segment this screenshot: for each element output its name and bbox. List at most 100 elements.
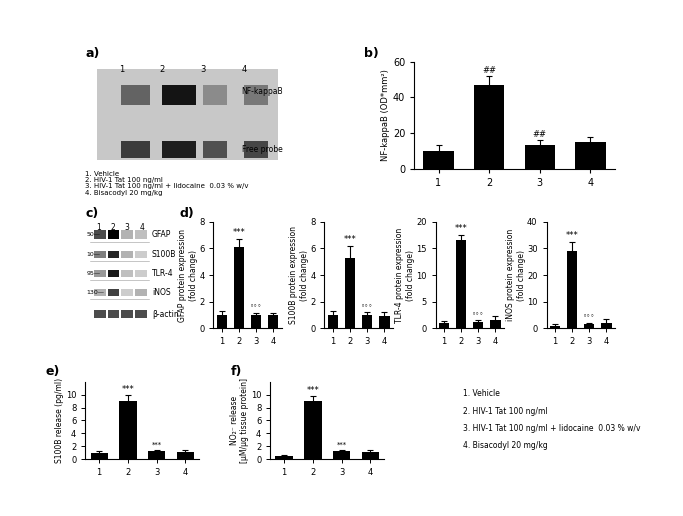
Text: 10—: 10— bbox=[86, 252, 100, 257]
Text: 130—: 130— bbox=[86, 290, 104, 295]
Bar bbox=[333, 452, 350, 459]
Bar bbox=[91, 453, 108, 459]
Text: TLR-4: TLR-4 bbox=[152, 269, 173, 278]
Bar bbox=[423, 151, 454, 169]
Text: ***: *** bbox=[152, 442, 162, 447]
FancyBboxPatch shape bbox=[163, 141, 196, 158]
Text: ◦◦◦: ◦◦◦ bbox=[583, 314, 596, 320]
Text: ##: ## bbox=[482, 66, 496, 75]
Bar bbox=[177, 452, 194, 459]
Text: 2. HIV-1 Tat 100 ng/ml: 2. HIV-1 Tat 100 ng/ml bbox=[85, 177, 163, 183]
Text: Free probe: Free probe bbox=[242, 145, 283, 154]
Text: 3. HIV-1 Tat 100 ng/ml + lidocaine  0.03 % w/v: 3. HIV-1 Tat 100 ng/ml + lidocaine 0.03 … bbox=[85, 184, 249, 189]
Text: ##: ## bbox=[533, 130, 547, 138]
Bar bbox=[567, 251, 577, 328]
Text: 3: 3 bbox=[201, 65, 206, 74]
Bar bbox=[148, 452, 165, 459]
Bar bbox=[217, 315, 227, 328]
FancyBboxPatch shape bbox=[98, 69, 278, 160]
Text: ***: *** bbox=[337, 442, 347, 447]
Bar bbox=[601, 323, 611, 328]
FancyBboxPatch shape bbox=[121, 251, 133, 258]
Bar bbox=[550, 326, 560, 328]
FancyBboxPatch shape bbox=[121, 270, 133, 277]
Bar bbox=[490, 320, 501, 328]
FancyBboxPatch shape bbox=[94, 270, 106, 277]
Y-axis label: S100B protein expression
(fold change): S100B protein expression (fold change) bbox=[290, 226, 309, 324]
Y-axis label: GFAP protein expression
(fold change): GFAP protein expression (fold change) bbox=[178, 229, 197, 321]
Text: 2: 2 bbox=[110, 223, 115, 232]
FancyBboxPatch shape bbox=[121, 230, 133, 239]
Text: ◦◦◦: ◦◦◦ bbox=[361, 303, 374, 309]
Text: 4. Bisacodyl 20 mg/kg: 4. Bisacodyl 20 mg/kg bbox=[463, 441, 548, 449]
Text: 3: 3 bbox=[125, 223, 130, 232]
Text: 3. HIV-1 Tat 100 ng/ml + lidocaine  0.03 % w/v: 3. HIV-1 Tat 100 ng/ml + lidocaine 0.03 … bbox=[463, 424, 641, 432]
FancyBboxPatch shape bbox=[135, 251, 147, 258]
Text: 1. Vehicle: 1. Vehicle bbox=[463, 390, 500, 398]
Bar bbox=[575, 142, 606, 169]
Bar bbox=[268, 315, 279, 328]
Text: ***: *** bbox=[122, 384, 135, 394]
Text: ***: *** bbox=[344, 235, 357, 244]
FancyBboxPatch shape bbox=[107, 310, 120, 318]
Bar bbox=[362, 452, 379, 459]
Bar bbox=[362, 315, 372, 328]
Text: ◦◦◦: ◦◦◦ bbox=[250, 304, 262, 310]
Text: b): b) bbox=[364, 47, 379, 60]
Text: 50—: 50— bbox=[86, 232, 100, 237]
Bar bbox=[275, 456, 293, 459]
FancyBboxPatch shape bbox=[107, 230, 120, 239]
Bar bbox=[525, 146, 555, 169]
Text: 2. HIV-1 Tat 100 ng/ml: 2. HIV-1 Tat 100 ng/ml bbox=[463, 407, 548, 415]
FancyBboxPatch shape bbox=[107, 289, 120, 296]
Bar bbox=[379, 316, 389, 328]
FancyBboxPatch shape bbox=[204, 141, 227, 158]
Text: c): c) bbox=[85, 207, 98, 220]
FancyBboxPatch shape bbox=[94, 289, 106, 296]
Text: d): d) bbox=[179, 207, 194, 220]
Text: ***: *** bbox=[232, 228, 245, 237]
Bar bbox=[345, 258, 355, 328]
FancyBboxPatch shape bbox=[204, 85, 227, 105]
FancyBboxPatch shape bbox=[94, 310, 106, 318]
Y-axis label: NF-kappaB (OD*mm²): NF-kappaB (OD*mm²) bbox=[381, 69, 390, 161]
Text: iNOS: iNOS bbox=[152, 288, 171, 297]
Text: ***: *** bbox=[566, 231, 579, 239]
Bar bbox=[234, 247, 244, 328]
Y-axis label: iNOS protein expression
(fold change): iNOS protein expression (fold change) bbox=[506, 229, 525, 321]
Text: ***: *** bbox=[455, 224, 467, 233]
Text: 4. Bisacodyl 20 mg/kg: 4. Bisacodyl 20 mg/kg bbox=[85, 190, 163, 196]
FancyBboxPatch shape bbox=[122, 141, 150, 158]
Bar bbox=[584, 325, 594, 328]
FancyBboxPatch shape bbox=[135, 310, 147, 318]
FancyBboxPatch shape bbox=[135, 270, 147, 277]
FancyBboxPatch shape bbox=[135, 230, 147, 239]
Bar bbox=[120, 401, 137, 459]
Y-axis label: NO₂⁻ release
[μM/μg tissue protein]: NO₂⁻ release [μM/μg tissue protein] bbox=[230, 378, 249, 463]
FancyBboxPatch shape bbox=[107, 270, 120, 277]
FancyBboxPatch shape bbox=[121, 289, 133, 296]
Bar bbox=[438, 323, 449, 328]
Text: 4: 4 bbox=[242, 65, 247, 74]
Text: ***: *** bbox=[307, 386, 319, 395]
Text: 95—: 95— bbox=[86, 271, 100, 276]
FancyBboxPatch shape bbox=[135, 289, 147, 296]
Bar bbox=[473, 322, 484, 328]
FancyBboxPatch shape bbox=[122, 85, 150, 105]
Text: 4: 4 bbox=[139, 223, 144, 232]
Y-axis label: TLR-4 protein expression
(fold change): TLR-4 protein expression (fold change) bbox=[395, 228, 415, 322]
Text: 1: 1 bbox=[119, 65, 124, 74]
FancyBboxPatch shape bbox=[94, 230, 106, 239]
Text: β-actin: β-actin bbox=[152, 310, 178, 318]
FancyBboxPatch shape bbox=[163, 85, 196, 105]
FancyBboxPatch shape bbox=[245, 85, 268, 105]
Bar bbox=[456, 240, 466, 328]
FancyBboxPatch shape bbox=[245, 141, 268, 158]
Text: S100B: S100B bbox=[152, 250, 176, 259]
Text: 1: 1 bbox=[96, 223, 100, 232]
Bar bbox=[304, 401, 322, 459]
Text: f): f) bbox=[230, 365, 242, 378]
Bar bbox=[251, 315, 262, 328]
Text: 2: 2 bbox=[160, 65, 165, 74]
FancyBboxPatch shape bbox=[107, 251, 120, 258]
